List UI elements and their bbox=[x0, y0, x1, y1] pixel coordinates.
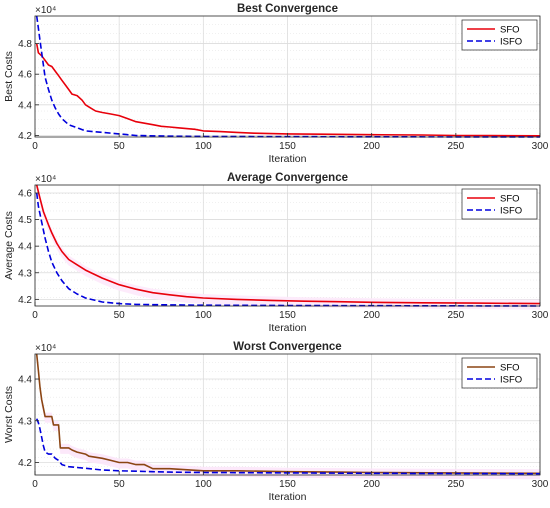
x-tick-label: 150 bbox=[279, 141, 296, 152]
y-tick-label: 4.6 bbox=[18, 188, 32, 199]
x-tick-label: 100 bbox=[195, 479, 212, 490]
y-tick-label: 4.3 bbox=[18, 268, 32, 279]
x-axis-label: Iteration bbox=[269, 153, 307, 165]
y-tick-label: 4.2 bbox=[18, 131, 32, 142]
x-tick-label: 100 bbox=[195, 141, 212, 152]
x-tick-label: 0 bbox=[32, 141, 38, 152]
y-exponent-label: ×10⁴ bbox=[35, 174, 56, 185]
y-exponent-label: ×10⁴ bbox=[35, 5, 56, 16]
legend-label-isfo: ISFO bbox=[500, 37, 522, 48]
x-tick-label: 0 bbox=[32, 479, 38, 490]
legend-box bbox=[461, 357, 538, 389]
y-tick-label: 4.6 bbox=[18, 70, 32, 81]
y-tick-label: 4.2 bbox=[18, 295, 32, 306]
y-exponent-label: ×10⁴ bbox=[35, 343, 56, 354]
chart-title: Best Convergence bbox=[237, 3, 338, 15]
x-tick-label: 300 bbox=[532, 479, 549, 490]
chart-title: Worst Convergence bbox=[233, 341, 341, 353]
chart-panel-3: 0 50 100 150 200 250 300 4.2 4.3 4.4 ×10⁴ Worst Con… bbox=[3, 341, 549, 503]
series-line-sfo bbox=[35, 184, 541, 305]
y-tick-label: 4.4 bbox=[18, 100, 32, 111]
series-line-sfo bbox=[35, 353, 541, 475]
x-tick-label: 50 bbox=[114, 310, 126, 321]
x-tick-label: 50 bbox=[114, 479, 126, 490]
legend-label-isfo: ISFO bbox=[500, 375, 522, 386]
x-tick-label: 300 bbox=[532, 141, 549, 152]
y-tick-label: 4.2 bbox=[18, 458, 32, 469]
series-line-sfo bbox=[35, 43, 541, 137]
x-tick-label: 250 bbox=[447, 310, 464, 321]
x-tick-label: 150 bbox=[279, 479, 296, 490]
y-tick-label: 4.3 bbox=[18, 416, 32, 427]
x-tick-label: 150 bbox=[279, 310, 296, 321]
series-line-isfo bbox=[35, 15, 541, 138]
x-tick-label: 200 bbox=[363, 141, 380, 152]
legend-label-sfo: SFO bbox=[500, 25, 520, 36]
legend-label-sfo: SFO bbox=[500, 194, 520, 205]
x-tick-label: 50 bbox=[114, 141, 126, 152]
y-axis-label: Worst Costs bbox=[3, 386, 15, 443]
legend-box bbox=[461, 19, 538, 51]
y-tick-label: 4.8 bbox=[18, 39, 32, 50]
legend-label-isfo: ISFO bbox=[500, 206, 522, 217]
series-line-isfo bbox=[35, 418, 541, 475]
x-tick-label: 200 bbox=[363, 310, 380, 321]
y-axis-label: Best Costs bbox=[3, 51, 15, 102]
x-axis-label: Iteration bbox=[269, 322, 307, 334]
x-tick-label: 0 bbox=[32, 310, 38, 321]
chart-panel-2: 0 50 100 150 200 250 300 4.2 4.3 4.4 4.5 4.6×10⁴ Ave… bbox=[3, 172, 549, 334]
y-tick-label: 4.4 bbox=[18, 242, 32, 253]
legend-label-sfo: SFO bbox=[500, 363, 520, 374]
x-tick-label: 250 bbox=[447, 141, 464, 152]
x-tick-label: 200 bbox=[363, 479, 380, 490]
y-tick-label: 4.4 bbox=[18, 375, 32, 386]
x-tick-label: 100 bbox=[195, 310, 212, 321]
chart-title: Average Convergence bbox=[227, 172, 348, 184]
x-tick-label: 300 bbox=[532, 310, 549, 321]
chart-panel-1: 0 50 100 150 200 250 300 4.2 4.4 4.6 4.8 ×10⁴ Best C… bbox=[3, 3, 549, 165]
x-axis-label: Iteration bbox=[269, 491, 307, 503]
x-tick-label: 250 bbox=[447, 479, 464, 490]
series-line-isfo bbox=[35, 192, 541, 307]
legend-box bbox=[461, 188, 538, 220]
y-axis-label: Average Costs bbox=[3, 211, 15, 280]
y-tick-label: 4.5 bbox=[18, 215, 32, 226]
